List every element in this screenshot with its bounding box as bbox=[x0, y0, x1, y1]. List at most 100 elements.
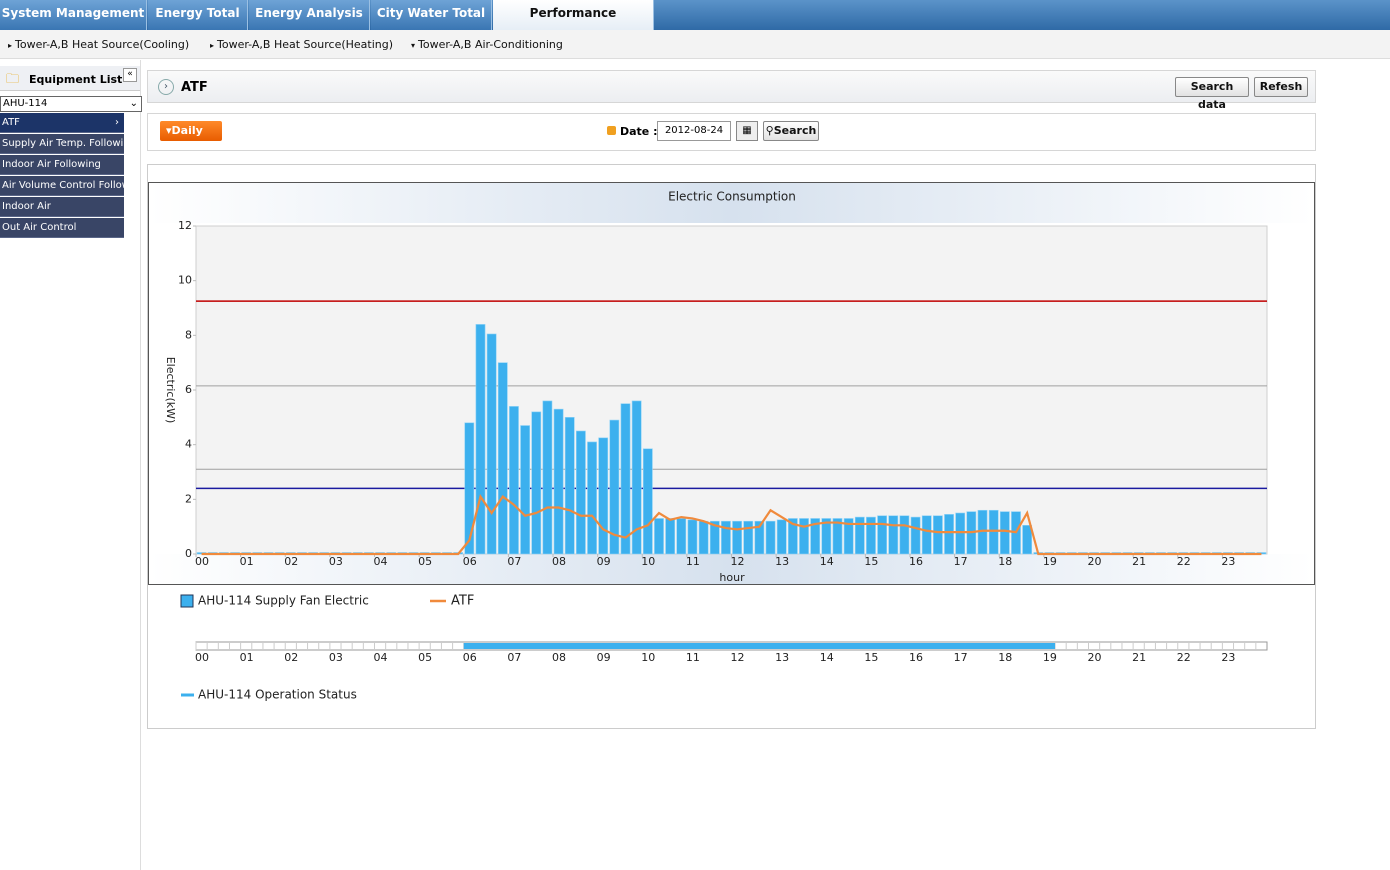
x-tick-label: 18 bbox=[998, 555, 1012, 568]
bar bbox=[620, 403, 631, 555]
tab[interactable]: Energy Total bbox=[148, 0, 248, 30]
caret: ▾ bbox=[166, 124, 172, 137]
x-tick-label: 10 bbox=[641, 555, 655, 568]
status-tick-label: 11 bbox=[686, 651, 700, 664]
date-label: Date : bbox=[620, 125, 658, 138]
x-tick-label: 16 bbox=[909, 555, 923, 568]
date-icon bbox=[607, 126, 616, 135]
sub-nav-link[interactable]: Tower-A,B Heat Source(Heating) bbox=[210, 38, 393, 51]
equipment-select[interactable]: AHU-114 ⌄ bbox=[0, 96, 142, 112]
date-input[interactable]: 2012-08-24 bbox=[657, 121, 731, 141]
sub-nav-link[interactable]: Tower-A,B Air-Conditioning bbox=[411, 38, 563, 51]
status-tick-label: 03 bbox=[329, 651, 343, 664]
status-tick-label: 14 bbox=[820, 651, 834, 664]
tab[interactable]: City Water Total bbox=[371, 0, 492, 30]
chart-title: Electric Consumption bbox=[668, 190, 796, 204]
y-tick-label: 6 bbox=[185, 383, 192, 396]
x-tick-label: 13 bbox=[775, 555, 789, 568]
header-panel: › ATF Search data Refesh bbox=[147, 70, 1316, 111]
y-tick-label: 12 bbox=[178, 219, 192, 232]
status-tick-label: 22 bbox=[1177, 651, 1191, 664]
sidebar-header: 🗀 Equipment List « bbox=[0, 66, 140, 91]
bar bbox=[988, 509, 999, 555]
tab[interactable]: System Management bbox=[0, 0, 147, 30]
bar bbox=[877, 515, 887, 555]
bar bbox=[709, 520, 720, 555]
status-tick-label: 06 bbox=[463, 651, 477, 664]
sub-nav: Tower-A,B Heat Source(Cooling) Tower-A,B… bbox=[0, 30, 1390, 59]
menu-item[interactable]: Indoor Air Following bbox=[0, 155, 124, 175]
status-tick-label: 16 bbox=[909, 651, 923, 664]
bar bbox=[553, 408, 564, 555]
header-title: ATF bbox=[181, 80, 208, 95]
search-data-button[interactable]: Search data bbox=[1175, 77, 1249, 111]
x-tick-label: 02 bbox=[284, 555, 298, 568]
bar bbox=[531, 411, 542, 555]
bar bbox=[631, 400, 642, 555]
search-icon: ⚲ bbox=[765, 124, 774, 137]
collapse-button[interactable]: « bbox=[123, 68, 137, 82]
status-bar bbox=[463, 643, 1056, 649]
bar bbox=[810, 518, 821, 555]
refresh-button[interactable]: Refesh bbox=[1254, 77, 1308, 97]
bar bbox=[899, 515, 910, 555]
bar bbox=[776, 519, 787, 555]
bar bbox=[754, 520, 765, 555]
y-tick-label: 2 bbox=[185, 492, 192, 505]
search-label: Search bbox=[773, 124, 817, 137]
bar bbox=[888, 515, 899, 555]
legend-label: AHU-114 Supply Fan Electric bbox=[198, 594, 369, 608]
bar bbox=[721, 520, 731, 555]
legend-swatch bbox=[180, 594, 194, 608]
x-tick-label: 00 bbox=[195, 555, 209, 568]
y-axis-label: Electric(kW) bbox=[164, 357, 177, 424]
x-tick-label: 20 bbox=[1088, 555, 1102, 568]
bar bbox=[676, 518, 687, 555]
x-axis-band bbox=[149, 554, 1314, 584]
y-tick-label: 8 bbox=[185, 328, 192, 341]
bar bbox=[821, 518, 832, 555]
menu-item[interactable]: Supply Air Temp. Following bbox=[0, 134, 124, 154]
bar bbox=[598, 437, 609, 555]
menu-item[interactable]: Out Air Control bbox=[0, 218, 124, 238]
sidebar-title: Equipment List bbox=[29, 73, 123, 86]
y-tick-label: 0 bbox=[185, 547, 192, 560]
x-tick-label: 15 bbox=[864, 555, 878, 568]
bar bbox=[1022, 524, 1033, 555]
sub-nav-link[interactable]: Tower-A,B Heat Source(Cooling) bbox=[8, 38, 189, 51]
bar bbox=[866, 516, 876, 555]
bar bbox=[587, 441, 597, 555]
legend-label: ATF bbox=[451, 594, 474, 609]
bar bbox=[955, 512, 966, 555]
bar bbox=[520, 425, 530, 555]
bar bbox=[464, 422, 475, 555]
search-button[interactable]: ⚲Search bbox=[763, 121, 819, 141]
x-tick-label: 05 bbox=[418, 555, 432, 568]
bar bbox=[787, 518, 798, 555]
bar bbox=[910, 516, 921, 555]
bar bbox=[665, 518, 676, 555]
x-tick-label: 06 bbox=[463, 555, 477, 568]
daily-button[interactable]: ▾Daily bbox=[160, 121, 222, 141]
status-tick-label: 23 bbox=[1221, 651, 1235, 664]
calendar-button[interactable]: ▦ bbox=[736, 121, 758, 141]
x-tick-label: 01 bbox=[240, 555, 254, 568]
menu-item[interactable]: Air Volume Control Following bbox=[0, 176, 124, 196]
status-tick-label: 08 bbox=[552, 651, 566, 664]
menu-item[interactable]: Indoor Air bbox=[0, 197, 124, 217]
status-tick-label: 12 bbox=[731, 651, 745, 664]
bar bbox=[609, 419, 620, 555]
x-tick-label: 19 bbox=[1043, 555, 1057, 568]
chart-title-band bbox=[149, 183, 1314, 223]
menu-item[interactable]: ATF › bbox=[0, 113, 124, 133]
x-tick-label: 14 bbox=[820, 555, 834, 568]
bar bbox=[832, 518, 843, 555]
tab[interactable]: Energy Analysis bbox=[249, 0, 370, 30]
menu-label: ATF bbox=[2, 117, 20, 128]
tab-bar: System Management Energy Total Energy An… bbox=[0, 0, 1390, 46]
chevron: › bbox=[115, 117, 119, 128]
status-tick-label: 10 bbox=[641, 651, 655, 664]
